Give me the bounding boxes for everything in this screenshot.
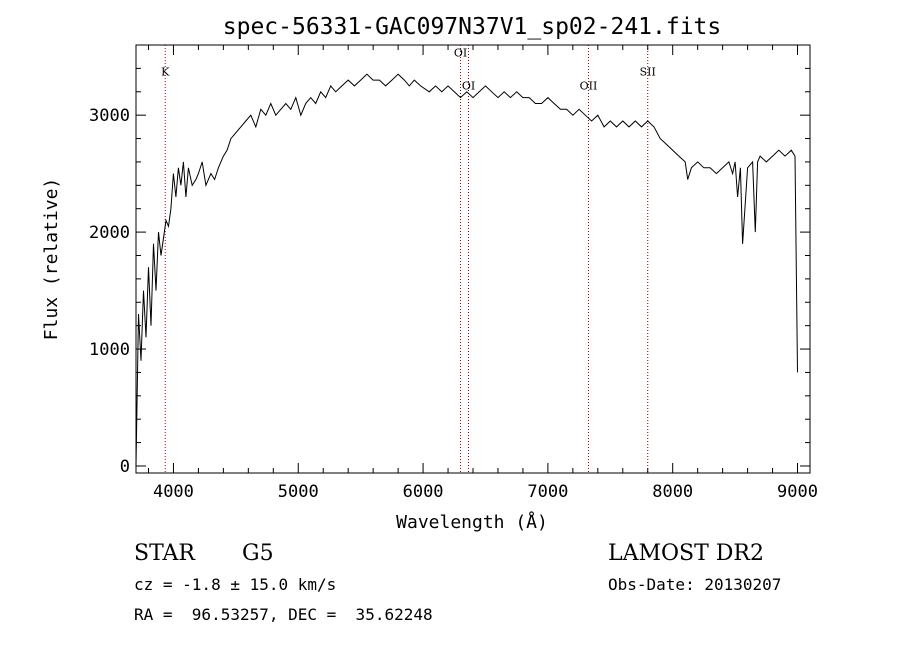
spectral-line-label-2: OI: [462, 79, 475, 92]
y-tick-label-2000: 2000: [89, 223, 130, 243]
object-class: STAR: [134, 541, 195, 566]
spectrum-line: [135, 73, 798, 467]
x-tick-label-8000: 8000: [652, 482, 693, 502]
x-tick-label-9000: 9000: [777, 482, 818, 502]
plot-frame: [135, 44, 811, 474]
spectral-line-label-3: OII: [580, 79, 598, 92]
spectral-line-label-4: SII: [640, 65, 656, 78]
axis-ticks: 4000 5000 6000 7000 8000 9000 0 1000 2000 3000: [89, 45, 818, 502]
y-axis-label: Flux (relative): [41, 178, 62, 341]
y-tick-label-0: 0: [120, 457, 130, 477]
y-tick-label-3000: 3000: [89, 106, 130, 126]
spectral-line-label-1: OI: [454, 47, 467, 60]
spectral-line-markers: K OI OI OII SII: [161, 45, 656, 473]
spectral-line-label-0: K: [161, 65, 170, 78]
spectral-subclass: G5: [242, 541, 274, 566]
x-tick-label-7000: 7000: [527, 482, 568, 502]
y-tick-label-1000: 1000: [89, 340, 130, 360]
x-tick-label-4000: 4000: [153, 482, 194, 502]
redshift-text: cz = -1.8 ± 15.0 km/s: [134, 575, 337, 594]
chart-title: spec-56331-GAC097N37V1_sp02-241.fits: [223, 14, 722, 40]
coordinates: RA = 96.53257, DEC = 35.62248: [134, 605, 433, 624]
x-tick-label-6000: 6000: [403, 482, 444, 502]
x-tick-label-5000: 5000: [278, 482, 319, 502]
x-axis-label: Wavelength (Å): [396, 511, 548, 533]
obs-date: Obs-Date: 20130207: [608, 575, 782, 594]
survey-name: LAMOST DR2: [608, 541, 764, 566]
